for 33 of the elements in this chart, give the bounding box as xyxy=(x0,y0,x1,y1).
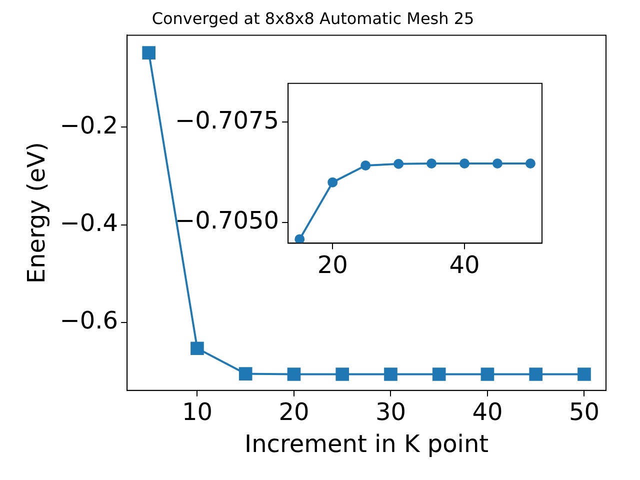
point xyxy=(480,368,494,381)
point xyxy=(328,177,338,188)
point xyxy=(190,342,204,356)
x-tick-label: 40 xyxy=(472,398,503,426)
point xyxy=(492,158,502,168)
x-axis-title: Increment in K point xyxy=(244,430,489,458)
x-tick-label: 40 xyxy=(449,250,480,279)
point xyxy=(529,368,543,381)
y-tick-label: −0.7075 xyxy=(174,106,280,134)
point xyxy=(394,158,404,169)
point xyxy=(294,234,305,244)
point xyxy=(360,160,371,171)
point xyxy=(432,368,446,381)
y-axis-title: Energy (eV) xyxy=(22,142,51,284)
point xyxy=(525,158,536,168)
y-tick-label: −0.2 xyxy=(60,111,118,140)
x-tick-label: 20 xyxy=(317,250,348,279)
point xyxy=(336,368,350,381)
point xyxy=(238,367,252,380)
y-tick-label: −0.4 xyxy=(60,209,118,238)
x-tick-label: 10 xyxy=(182,398,212,426)
point xyxy=(384,368,398,381)
x-tick-label: 30 xyxy=(375,398,406,426)
y-tick-label: −0.7050 xyxy=(174,206,280,235)
point xyxy=(426,158,437,168)
chart-title: Converged at 8x8x8 Automatic Mesh 25 xyxy=(152,8,474,28)
point xyxy=(287,368,301,381)
point xyxy=(142,46,156,60)
point xyxy=(578,368,591,381)
point xyxy=(460,158,470,168)
x-tick-label: 50 xyxy=(568,398,600,426)
x-tick-label: 20 xyxy=(278,398,310,426)
y-tick-label: −0.6 xyxy=(60,306,118,335)
